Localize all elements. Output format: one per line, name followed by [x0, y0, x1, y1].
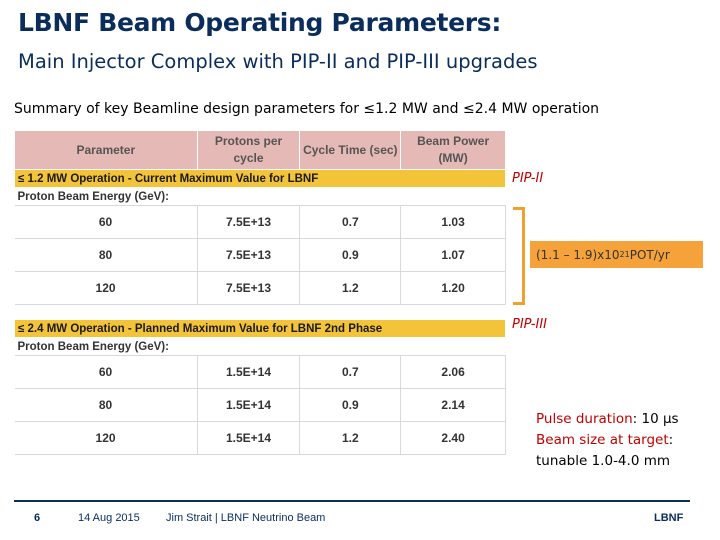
spacer-row — [15, 305, 506, 320]
cell-protons: 1.5E+14 — [196, 421, 301, 455]
cell-cycle: 0.7 — [299, 205, 402, 239]
cell-protons: 7.5E+13 — [196, 238, 301, 272]
energy-label-row: Proton Beam Energy (GeV): — [14, 187, 506, 206]
energy-label-row: Proton Beam Energy (GeV): — [14, 337, 506, 356]
cell-power: 1.03 — [400, 205, 506, 239]
cell-cycle: 1.2 — [299, 271, 402, 305]
phase2-row: ≤ 2.4 MW Operation - Planned Maximum Val… — [14, 319, 506, 338]
pulse-label: Pulse duration — [536, 411, 633, 427]
beam-notes: Pulse duration: 10 μs Beam size at targe… — [536, 409, 679, 472]
cell-protons: 1.5E+14 — [196, 388, 301, 422]
table-row: 80 7.5E+13 0.9 1.07 — [14, 238, 506, 272]
footer-author: Jim Strait | LBNF Neutrino Beam — [166, 512, 326, 524]
header-protons: Protons per cycle — [196, 130, 301, 170]
cell-cycle: 0.9 — [299, 238, 402, 272]
pot-suffix: POT/yr — [629, 247, 670, 262]
cell-power: 1.07 — [400, 238, 506, 272]
phase2-label: ≤ 2.4 MW Operation - Planned Maximum Val… — [14, 319, 506, 338]
cell-protons: 7.5E+13 — [196, 271, 301, 305]
energy-label: Proton Beam Energy (GeV): — [14, 337, 506, 356]
beam-size-label: Beam size at target — [536, 432, 669, 448]
phase1-row: ≤ 1.2 MW Operation - Current Maximum Val… — [14, 169, 506, 188]
cell-cycle: 0.9 — [299, 388, 402, 422]
cell-protons: 7.5E+13 — [196, 205, 301, 239]
summary-text: Summary of key Beamline design parameter… — [14, 101, 600, 117]
cell-cycle: 1.2 — [299, 421, 402, 455]
cell-energy: 120 — [14, 421, 198, 455]
parameters-table: Parameter Protons per cycle Cycle Time (s… — [14, 130, 506, 455]
pulse-value: : 10 μs — [632, 411, 679, 427]
footer-divider — [14, 500, 690, 502]
cell-energy: 120 — [14, 271, 198, 305]
cell-power: 2.06 — [400, 355, 506, 389]
table-row: 60 1.5E+14 0.7 2.06 — [14, 355, 506, 389]
cell-energy: 80 — [14, 388, 198, 422]
table-row: 120 7.5E+13 1.2 1.20 — [14, 271, 506, 305]
header-cycle-time: Cycle Time (sec) — [299, 130, 402, 170]
header-beam-power: Beam Power (MW) — [400, 130, 506, 170]
cell-energy: 60 — [14, 355, 198, 389]
pip2-label: PIP-II — [512, 171, 544, 186]
bracket-shape — [513, 207, 525, 305]
cell-energy: 80 — [14, 238, 198, 272]
cell-energy: 60 — [14, 205, 198, 239]
cell-power: 2.14 — [400, 388, 506, 422]
cell-power: 2.40 — [400, 421, 506, 455]
table-row: 60 7.5E+13 0.7 1.03 — [14, 205, 506, 239]
page-number: 6 — [34, 512, 41, 524]
beam-size-value: tunable 1.0-4.0 mm — [536, 453, 670, 469]
pot-prefix: (1.1 – 1.9)x10 — [536, 247, 620, 262]
cell-cycle: 0.7 — [299, 355, 402, 389]
slide-title: LBNF Beam Operating Parameters: — [18, 8, 502, 37]
energy-label: Proton Beam Energy (GeV): — [14, 187, 506, 206]
phase1-label: ≤ 1.2 MW Operation - Current Maximum Val… — [14, 169, 506, 188]
pip3-label: PIP-III — [512, 317, 547, 332]
cell-protons: 1.5E+14 — [196, 355, 301, 389]
footer-date: 14 Aug 2015 — [78, 512, 140, 524]
cell-power: 1.20 — [400, 271, 506, 305]
lbnf-logo: LBNF — [654, 512, 684, 524]
beam-size-colon: : — [668, 432, 674, 448]
pot-exponent: 21 — [619, 250, 630, 259]
table-header-row: Parameter Protons per cycle Cycle Time (s… — [14, 130, 506, 170]
table-row: 80 1.5E+14 0.9 2.14 — [14, 388, 506, 422]
slide-subtitle: Main Injector Complex with PIP-II and PI… — [18, 50, 538, 73]
pot-per-year-box: (1.1 – 1.9)x10 21 POT/yr — [530, 241, 703, 268]
table-row: 120 1.5E+14 1.2 2.40 — [14, 421, 506, 455]
header-parameter: Parameter — [14, 130, 198, 170]
